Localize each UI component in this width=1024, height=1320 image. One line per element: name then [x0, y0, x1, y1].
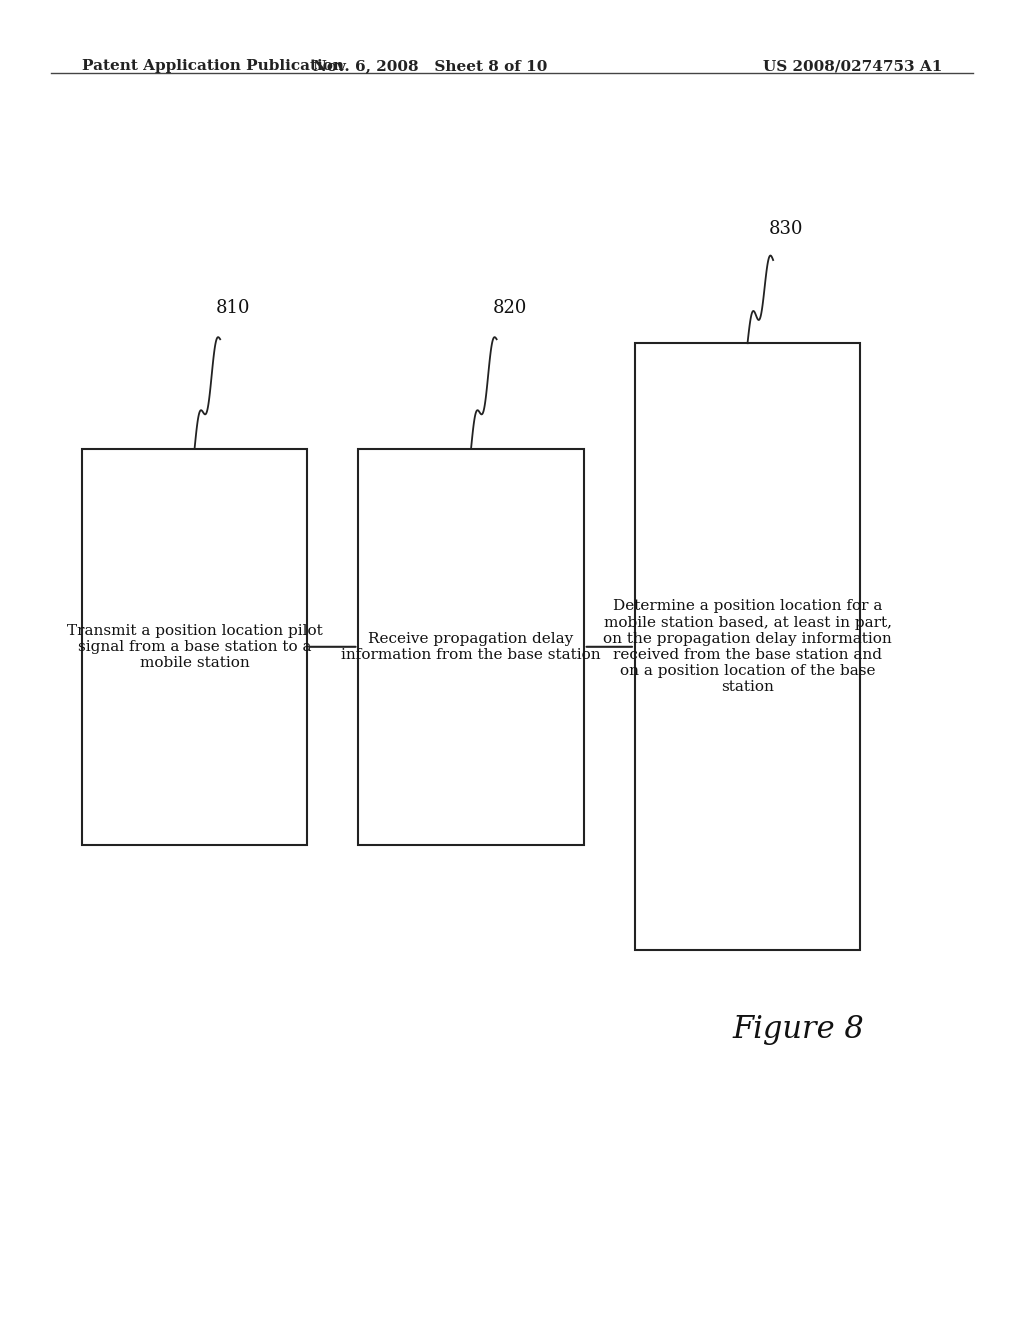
Text: Receive propagation delay
information from the base station: Receive propagation delay information fr…	[341, 632, 601, 661]
Text: Nov. 6, 2008   Sheet 8 of 10: Nov. 6, 2008 Sheet 8 of 10	[313, 59, 547, 74]
FancyBboxPatch shape	[635, 343, 860, 950]
Text: Patent Application Publication: Patent Application Publication	[82, 59, 344, 74]
Text: 810: 810	[216, 298, 251, 317]
Text: Figure 8: Figure 8	[733, 1014, 864, 1045]
Text: Transmit a position location pilot
signal from a base station to a
mobile statio: Transmit a position location pilot signa…	[67, 623, 323, 671]
Text: Determine a position location for a
mobile station based, at least in part,
on t: Determine a position location for a mobi…	[603, 599, 892, 694]
Text: 820: 820	[493, 298, 527, 317]
Text: 830: 830	[769, 219, 804, 238]
FancyBboxPatch shape	[358, 449, 584, 845]
FancyBboxPatch shape	[82, 449, 307, 845]
Text: US 2008/0274753 A1: US 2008/0274753 A1	[763, 59, 942, 74]
